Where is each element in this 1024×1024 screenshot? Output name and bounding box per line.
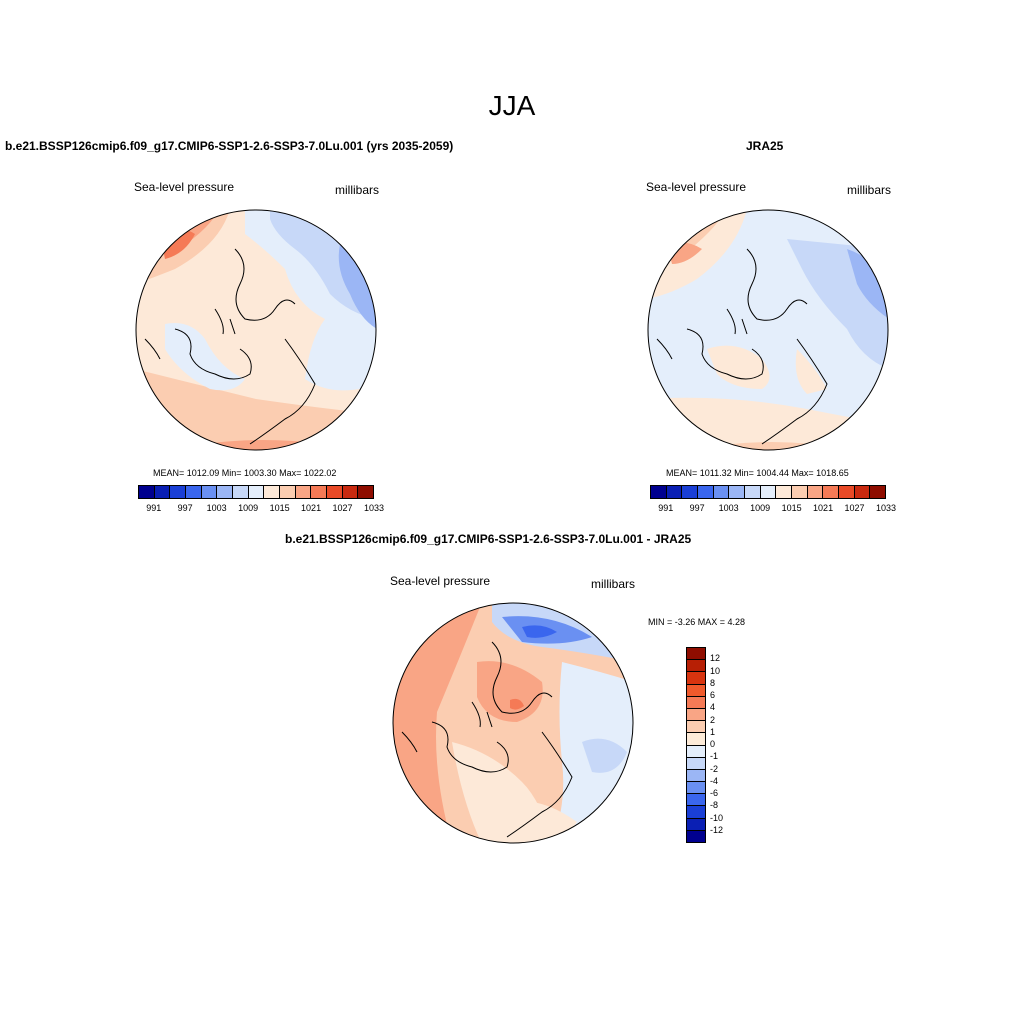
colorbar-tick-label: 997 [689,503,705,513]
colorbar-swatch [729,486,746,498]
colorbar-swatch [687,672,705,685]
colorbar-swatch [687,794,705,807]
colorbar-swatch [248,486,265,498]
colorbar-swatch [687,721,705,734]
colorbar-swatch [295,486,312,498]
colorbar-tick-label: 1033 [363,503,385,513]
colorbar-tick-label: 1015 [269,503,290,513]
obs-units-label: millibars [847,183,892,197]
colorbar-tick-label: 1003 [718,503,739,513]
colorbar-swatch [342,486,359,498]
colorbar-swatch [687,708,705,722]
colorbar-swatch [651,486,667,498]
colorbar-swatch [687,745,705,758]
colorbar-swatch [807,486,824,498]
colorbar-swatch [854,486,871,498]
figure-title: JJA [488,90,536,121]
colorbar-tick-label: -12 [710,824,724,835]
colorbar-tick-label: 1027 [332,503,353,513]
colorbar-swatch [687,757,705,770]
colorbar-tick-label: 1 [710,726,716,737]
colorbar-swatch [839,486,855,498]
colorbar-tick-label: -10 [710,812,724,823]
colorbar-swatch [713,486,730,498]
model-colorbar [138,485,374,499]
colorbar-swatch [280,486,296,498]
colorbar-swatch [687,806,705,819]
colorbar-swatch [760,486,777,498]
colorbar-swatch [745,486,761,498]
colorbar-swatch [698,486,714,498]
diff-minmax: MIN = -3.26 MAX = 4.28 [648,617,746,627]
colorbar-tick-label: 1009 [238,503,259,513]
diff-units-label: millibars [591,577,636,591]
colorbar-swatch [327,486,343,498]
colorbar-swatch [666,486,683,498]
obs-stats: MEAN= 1011.32 Min= 1004.44 Max= 1018.65 [666,468,849,478]
colorbar-tick-label: 12 [710,653,721,664]
colorbar-tick-label: 2 [710,714,716,725]
colorbar-swatch [687,769,705,783]
colorbar-swatch [687,696,705,709]
colorbar-tick-label: 8 [710,677,716,688]
diff-panel-title: b.e21.BSSP126cmip6.f09_g17.CMIP6-SSP1-2.… [285,532,692,546]
colorbar-tick-label: -2 [710,763,719,774]
colorbar-swatch [776,486,793,498]
colorbar-swatch [201,486,218,498]
colorbar-tick-label: 4 [710,702,716,713]
colorbar-swatch [687,830,705,842]
colorbar-swatch [217,486,234,498]
colorbar-tick-label: 1015 [781,503,802,513]
colorbar-tick-label: -8 [710,800,719,811]
diff-variable-label: Sea-level pressure [390,574,491,588]
colorbar-tick-label: 1003 [206,503,227,513]
colorbar-tick-label: -4 [710,775,719,786]
colorbar-swatch [870,486,886,498]
model-panel-title: b.e21.BSSP126cmip6.f09_g17.CMIP6-SSP1-2.… [5,139,454,153]
model-polar-map [135,209,377,451]
colorbar-swatch [139,486,155,498]
colorbar-tick-label: 1021 [301,503,322,513]
colorbar-swatch [823,486,840,498]
obs-panel-title: JRA25 [746,139,784,153]
colorbar-tick-label: 1021 [813,503,834,513]
colorbar-tick-label: 6 [710,690,716,700]
colorbar-swatch [682,486,699,498]
colorbar-swatch [687,648,705,661]
colorbar-swatch [687,782,705,795]
obs-colorbar [650,485,886,499]
colorbar-swatch [687,818,705,831]
colorbar-swatch [792,486,808,498]
colorbar-tick-label: -1 [710,751,719,762]
colorbar-swatch [264,486,281,498]
colorbar-tick-label: 0 [710,739,716,749]
colorbar-swatch [687,733,705,746]
obs-polar-map [647,209,889,451]
colorbar-swatch [687,660,705,673]
colorbar-tick-label: 1009 [750,503,771,513]
diff-colorbar [686,647,706,843]
colorbar-tick-label: 1033 [875,503,897,513]
colorbar-swatch [154,486,171,498]
colorbar-swatch [233,486,249,498]
model-variable-label: Sea-level pressure [134,180,235,194]
colorbar-swatch [358,486,374,498]
colorbar-swatch [687,684,705,697]
model-units-label: millibars [335,183,380,197]
colorbar-tick-label: -6 [710,788,719,798]
diff-polar-map [392,602,634,844]
colorbar-swatch [186,486,202,498]
colorbar-swatch [170,486,187,498]
colorbar-tick-label: 1027 [844,503,865,513]
colorbar-tick-label: 991 [146,503,162,513]
colorbar-tick-label: 997 [177,503,193,513]
colorbar-tick-label: 10 [710,665,721,676]
obs-variable-label: Sea-level pressure [646,180,747,194]
model-stats: MEAN= 1012.09 Min= 1003.30 Max= 1022.02 [153,468,337,478]
colorbar-tick-label: 991 [658,503,674,513]
colorbar-swatch [311,486,328,498]
